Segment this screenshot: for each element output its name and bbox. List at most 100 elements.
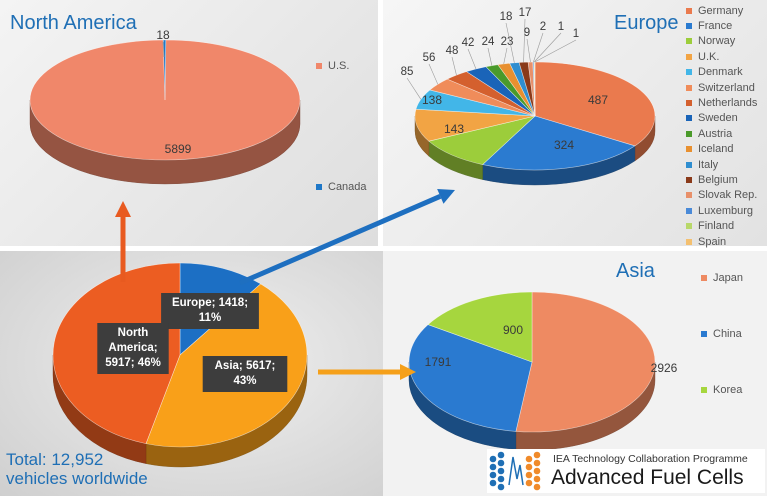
legend-swatch	[686, 84, 692, 91]
europe-value-denmark: 85	[401, 66, 414, 78]
legend-item-korea: Korea	[701, 383, 743, 398]
afc-logo: IEA Technology Collaboration Programme A…	[487, 449, 765, 493]
world-label-asia-line: Asia; 5617;	[215, 360, 276, 372]
legend-label: China	[713, 328, 742, 341]
asia-pie	[408, 291, 656, 451]
legend-swatch	[686, 100, 692, 107]
legend-item-slovak-rep: Slovak Rep.	[686, 188, 757, 203]
afc-logo-mark-icon	[489, 451, 541, 491]
europe-value-iceland: 23	[501, 36, 514, 48]
north-america-leader-canada	[162, 41, 165, 58]
legend-label: Germany	[698, 4, 744, 17]
europe-pie	[414, 61, 656, 186]
legend-swatch	[686, 146, 692, 153]
europe-pie-slice-norway	[428, 115, 537, 165]
legend-label: Japan	[713, 271, 743, 284]
legend-item-norway: Norway	[686, 34, 757, 49]
arrow-to-europe-head	[437, 189, 455, 204]
legend-item-netherlands: Netherlands	[686, 95, 757, 110]
legend-swatch	[686, 38, 692, 45]
world-label-europe: Europe; 1418; 11%	[161, 293, 259, 329]
legend-item-japan: Japan	[701, 270, 743, 285]
legend-label: Canada	[328, 181, 367, 194]
europe-leader-finland	[533, 32, 562, 63]
world-label-europe-line: 11%	[199, 312, 221, 324]
legend-item-france: France	[686, 18, 757, 33]
north-america-value-us: 5899	[165, 142, 192, 156]
arrow-to-north-america	[115, 201, 131, 282]
asia-pie-slice-china	[408, 324, 533, 432]
legend-swatch	[701, 331, 707, 338]
north-america-pie	[29, 39, 301, 185]
north-america-legend: U.S. Canada	[316, 58, 367, 195]
legend-item-italy: Italy	[686, 157, 757, 172]
europe-value-sweden: 42	[462, 37, 475, 49]
europe-value-italy: 18	[500, 11, 513, 23]
legend-label: Austria	[698, 127, 733, 140]
europe-leader-luxemburg	[533, 32, 544, 63]
europe-leader-italy	[505, 22, 515, 63]
europe-value-germany: 487	[588, 93, 608, 107]
world-label-europe-box	[161, 293, 259, 329]
legend-label: Slovak Rep.	[698, 189, 758, 202]
europe-leader-belgium	[523, 18, 526, 63]
arrow-to-europe	[239, 189, 455, 286]
total-line-1: Total: 12,952	[6, 450, 104, 469]
world-label-north-america-line: 5917; 46%	[105, 357, 161, 369]
asia-pie-slice-japan	[515, 291, 656, 433]
europe-value-finland: 1	[558, 21, 564, 33]
north-america-title: North America	[10, 12, 137, 34]
legend-item-belgium: Belgium	[686, 172, 757, 187]
europe-value-belgium: 17	[519, 7, 532, 19]
world-label-asia: Asia; 5617; 43%	[202, 356, 288, 392]
world-label-north-america-line: North	[118, 327, 149, 339]
legend-item-canada: Canada	[316, 179, 367, 194]
europe-value-france: 324	[554, 138, 574, 152]
europe-legend: Germany France Norway U.K. Denmark Switzerlan…	[686, 3, 757, 249]
legend-label: Sweden	[698, 112, 738, 125]
legend-swatch	[686, 115, 692, 122]
europe-value-luxemburg: 2	[540, 21, 546, 33]
europe-value-netherlands: 48	[446, 45, 459, 57]
asia-title: Asia	[616, 260, 655, 282]
legend-swatch	[686, 161, 692, 168]
legend-item-u-k: U.K.	[686, 49, 757, 64]
legend-swatch	[686, 176, 692, 183]
legend-swatch	[686, 53, 692, 60]
total-line-2: vehicles worldwide	[6, 469, 148, 488]
arrow-to-asia	[318, 364, 416, 380]
world-label-north-america-box	[97, 323, 169, 374]
total-vehicles-text: Total: 12,952 vehicles worldwide	[6, 450, 148, 488]
europe-leader-iceland	[503, 47, 508, 64]
europe-leader-austria	[487, 47, 493, 66]
world-label-asia-box	[202, 356, 288, 392]
legend-item-finland: Finland	[686, 218, 757, 233]
legend-label: Spain	[698, 235, 727, 248]
asia-value-japan: 2926	[651, 361, 678, 375]
legend-label: Italy	[698, 158, 719, 171]
europe-leader-slovak-rep	[526, 38, 531, 63]
europe-leader-sweden	[467, 48, 477, 70]
legend-swatch	[686, 192, 692, 199]
asia-pie-slice-korea	[427, 291, 533, 363]
arrow-to-europe-shaft	[239, 194, 442, 286]
asia-value-china: 1791	[425, 355, 452, 369]
legend-label: U.K.	[698, 50, 720, 63]
legend-label: Luxemburg	[698, 204, 754, 217]
legend-swatch	[686, 238, 692, 245]
legend-swatch	[686, 223, 692, 230]
europe-leader-denmark	[406, 77, 422, 100]
legend-item-spain: Spain	[686, 234, 757, 249]
legend-swatch	[686, 69, 692, 76]
legend-label: Finland	[698, 220, 735, 233]
europe-value-austria: 24	[482, 36, 495, 48]
legend-item-china: China	[701, 326, 743, 341]
logo-line-1: IEA Technology Collaboration Programme	[553, 453, 748, 465]
legend-label: U.S.	[328, 59, 350, 72]
legend-label: Denmark	[698, 66, 743, 79]
europe-pie-slice-u-k	[414, 108, 536, 142]
europe-value-spain: 1	[573, 28, 579, 40]
legend-swatch	[316, 62, 322, 69]
legend-item-denmark: Denmark	[686, 65, 757, 80]
